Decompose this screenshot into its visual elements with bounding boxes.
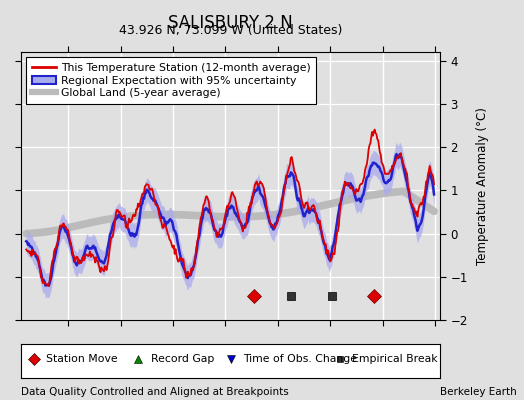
Text: Time of Obs. Change: Time of Obs. Change <box>243 354 357 364</box>
Text: 43.926 N, 73.099 W (United States): 43.926 N, 73.099 W (United States) <box>119 24 342 37</box>
Y-axis label: Temperature Anomaly (°C): Temperature Anomaly (°C) <box>476 107 489 265</box>
Text: Record Gap: Record Gap <box>151 354 214 364</box>
Text: Station Move: Station Move <box>46 354 118 364</box>
Text: Data Quality Controlled and Aligned at Breakpoints: Data Quality Controlled and Aligned at B… <box>21 387 289 397</box>
Legend: This Temperature Station (12-month average), Regional Expectation with 95% uncer: This Temperature Station (12-month avera… <box>26 58 316 104</box>
Text: Berkeley Earth: Berkeley Earth <box>440 387 517 397</box>
Text: Empirical Break: Empirical Break <box>352 354 438 364</box>
Text: SALISBURY 2 N: SALISBURY 2 N <box>168 14 293 32</box>
